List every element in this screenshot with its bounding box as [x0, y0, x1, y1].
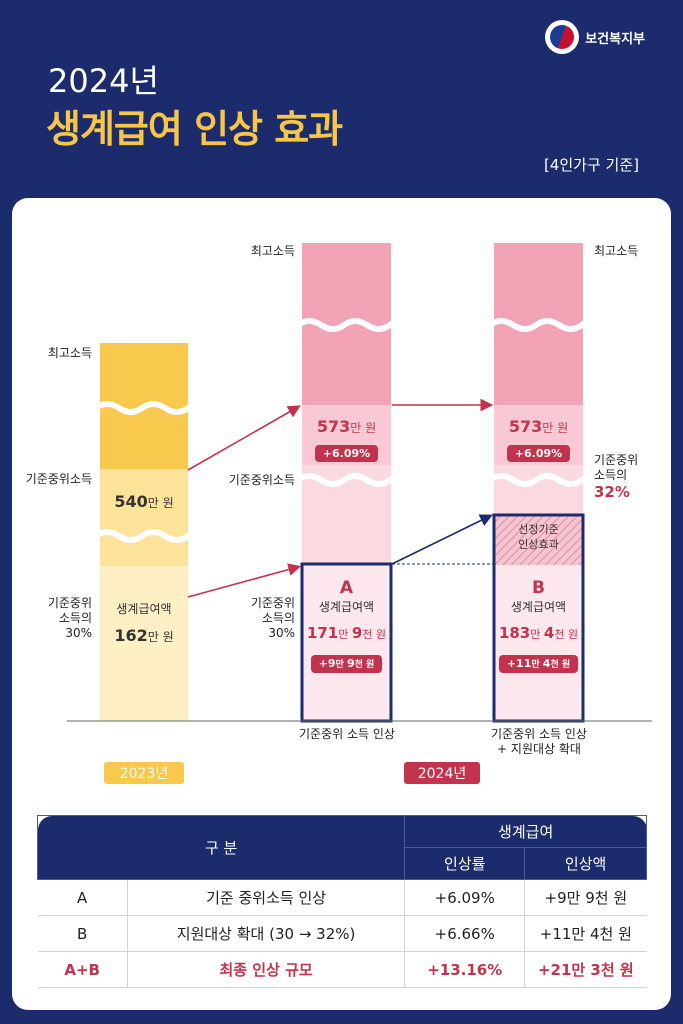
bar-b-expansion — [494, 515, 583, 565]
value-median-2023-num: 540 — [114, 492, 148, 511]
value-benefit-b: 183만 4천 원 — [490, 624, 587, 642]
chart-graphic — [67, 243, 652, 723]
header-group: 생계급여 — [404, 815, 647, 848]
row-amount: +11만 4천 원 — [524, 915, 647, 952]
bar-2023-benefit — [100, 566, 188, 721]
label-threshold-2023: 기준중위 소득의 30% — [47, 596, 92, 640]
badge-benefit-a-p2: 9 — [346, 657, 355, 670]
table-row: B 지원대상 확대 (30 → 32%) +6.66% +11만 4천 원 — [37, 915, 647, 952]
badge-benefit-a-p3: 천 원 — [354, 660, 375, 670]
value-benefit-b-p1: 만 — [530, 628, 544, 641]
value-benefit-2023: 162만 원 — [100, 626, 188, 645]
badge-benefit-b-p0: +11 — [506, 657, 532, 670]
label-threshold-b-pct: 32% — [594, 483, 630, 501]
year-title: 2024년 — [48, 62, 159, 100]
badge-median-a-wrap: +6.09% — [302, 442, 391, 463]
badge-benefit-b-p3: 천 원 — [550, 660, 571, 670]
bar-a-benefit — [302, 565, 391, 721]
value-median-b: 573만 원 — [494, 417, 583, 436]
row-rate: +13.16% — [404, 951, 525, 988]
value-median-a-unit: 만 원 — [350, 421, 377, 435]
label-median-a: 기준중위소득 — [228, 473, 295, 487]
value-benefit-b-p3: 천 원 — [554, 628, 579, 641]
row-rate: +6.66% — [404, 915, 525, 952]
value-benefit-2023-unit: 만 원 — [147, 630, 174, 644]
benefit-name-b: 생계급여액 — [510, 600, 567, 614]
label-top-b: 최고소득 — [594, 244, 639, 258]
header-category: 구 분 — [36, 815, 406, 880]
arrow-median-2023-to-a — [187, 405, 301, 471]
benefit-name-2023: 생계급여액 — [116, 602, 172, 616]
arrow-benefit-2023-to-a — [187, 563, 302, 598]
badge-benefit-a-p0: +9 — [318, 657, 336, 670]
row-id: A — [37, 879, 128, 916]
badge-median-b: +6.09% — [506, 445, 571, 463]
row-amount: +21만 3천 원 — [524, 951, 647, 988]
ministry-logo-icon — [545, 20, 580, 54]
value-benefit-a: 171만 9천 원 — [298, 624, 395, 642]
value-median-b-unit: 만 원 — [542, 421, 569, 435]
org-logo: 보건복지부 — [545, 20, 645, 54]
marker-a: A — [339, 578, 354, 598]
row-id: B — [37, 915, 128, 952]
label-threshold-b: 기준중위 소득의 — [594, 453, 639, 482]
badge-benefit-b: +11만 4천 원 — [498, 655, 579, 673]
value-benefit-b-p0: 183 — [498, 624, 531, 642]
value-benefit-b-p2: 4 — [543, 624, 555, 642]
marker-b: B — [532, 578, 545, 598]
value-benefit-2023-num: 162 — [114, 626, 148, 645]
row-desc: 기준 중위소득 인상 — [126, 879, 405, 916]
label-median-2023: 기준중위소득 — [25, 472, 92, 486]
basis-label: [4인가구 기준] — [543, 156, 639, 174]
value-benefit-a-p3: 천 원 — [362, 628, 387, 641]
table-row-total: A+B 최종 인상 규모 +13.16% +21만 3천 원 — [37, 951, 647, 988]
content-card: 최고소득 기준중위소득 기준중위 소득의 30% 540만 원 생계급여액 16… — [12, 198, 671, 1010]
row-desc: 최종 인상 규모 — [126, 951, 405, 988]
badge-benefit-b-wrap: +11만 4천 원 — [494, 652, 583, 673]
row-desc: 지원대상 확대 (30 → 32%) — [126, 915, 405, 952]
row-id: A+B — [37, 951, 128, 988]
value-median-a-num: 573 — [316, 417, 351, 436]
header-amount: 인상액 — [524, 847, 647, 880]
row-amount: +9만 9천 원 — [524, 879, 647, 916]
main-title: 생계급여 인상 효과 — [46, 107, 343, 151]
label-expansion-effect: 선정기준 인상효과 — [518, 523, 559, 551]
badge-benefit-b-p1: 만 — [531, 660, 543, 670]
badge-benefit-a-wrap: +9만 9천 원 — [302, 652, 391, 673]
badge-median-b-wrap: +6.09% — [494, 442, 583, 463]
badge-benefit-a: +9만 9천 원 — [310, 655, 383, 673]
year-pill-2023: 2023년 — [104, 762, 184, 784]
value-benefit-a-p1: 만 — [338, 628, 352, 641]
caption-a: 기준중위 소득 인상 — [299, 727, 395, 741]
table-row: A 기준 중위소득 인상 +6.09% +9만 9천 원 — [37, 879, 647, 916]
value-median-a: 573만 원 — [302, 417, 391, 436]
row-rate: +6.09% — [404, 879, 525, 916]
value-benefit-a-p0: 171 — [306, 624, 339, 642]
badge-benefit-a-p1: 만 — [335, 660, 347, 670]
caption-b: 기준중위 소득 인상 + 지원대상 확대 — [491, 727, 587, 756]
badge-benefit-b-p2: 4 — [542, 657, 551, 670]
label-top-2023: 최고소득 — [47, 346, 92, 360]
label-threshold-a: 기준중위 소득의 30% — [250, 596, 295, 640]
org-name: 보건복지부 — [585, 31, 645, 47]
summary-table: 구 분 생계급여 인상률 인상액 A 기준 중위소득 인상 +6.09% +9만… — [36, 815, 647, 988]
value-median-b-num: 573 — [508, 417, 543, 436]
bar-2023-median — [100, 469, 188, 566]
benefit-name-a: 생계급여액 — [318, 600, 375, 614]
badge-median-a: +6.09% — [314, 445, 379, 463]
value-benefit-a-p2: 9 — [351, 624, 363, 642]
bar-b-lower — [494, 465, 583, 515]
bar-b-benefit — [494, 565, 583, 721]
arrow-threshold-a-to-b — [391, 514, 493, 565]
year-pill-2024: 2024년 — [404, 762, 480, 784]
label-top-a: 최고소득 — [250, 244, 295, 258]
value-median-2023-unit: 만 원 — [147, 496, 174, 510]
value-median-2023: 540만 원 — [100, 492, 188, 511]
header-rate: 인상률 — [404, 847, 526, 880]
